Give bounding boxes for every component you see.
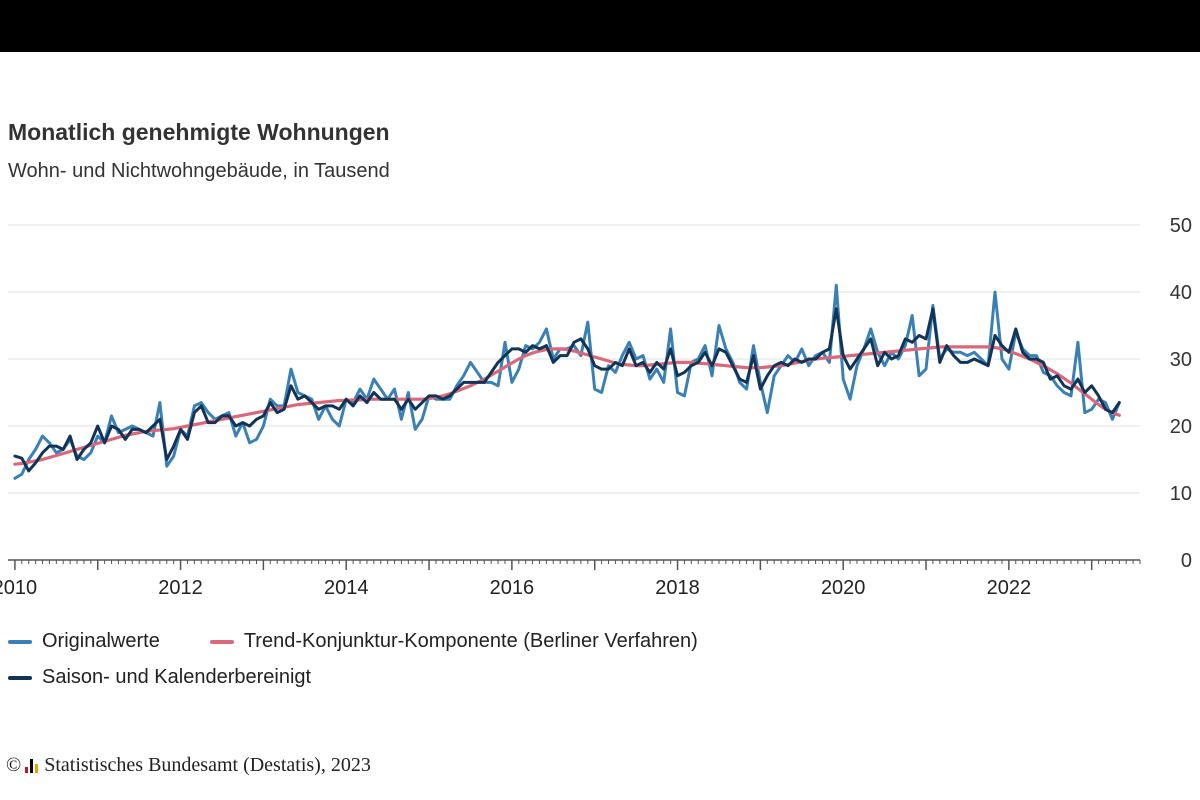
gridlines (8, 224, 1140, 494)
legend-swatch-trend (209, 639, 234, 644)
legend-item-saison: Saison- und Kalenderbereinigt (8, 666, 311, 689)
y-axis-ticks: 0 10 20 30 40 50 (1170, 215, 1192, 572)
series-line-saison (13, 307, 1121, 473)
x-tick-label: 2014 (324, 577, 369, 599)
y-tick-label: 20 (1170, 416, 1192, 438)
series-line-trend (13, 345, 1121, 466)
x-tick-label: 2020 (821, 577, 866, 599)
line-chart: 0 10 20 30 40 50 2010 2012 2014 2016 2018 2020 2022 (0, 215, 1192, 599)
legend-label-originalwerte: Originalwerte (42, 630, 160, 652)
legend-label-saison: Saison- und Kalenderbereinigt (42, 666, 312, 688)
chart-subtitle: Wohn- und Nichtwohngebäude, in Tausend (8, 160, 390, 182)
x-tick-label: 2022 (987, 577, 1032, 599)
legend-swatch-originalwerte (8, 639, 32, 644)
legend-label-trend: Trend-Konjunktur-Komponente (Berliner Ve… (243, 630, 698, 652)
y-tick-label: 30 (1170, 349, 1192, 371)
y-tick-label: 50 (1170, 215, 1192, 237)
x-axis: 2010 2012 2014 2016 2018 2020 2022 (0, 559, 1141, 599)
series-line-originalwerte (13, 283, 1121, 480)
data-series (13, 283, 1121, 480)
y-tick-label: 0 (1181, 550, 1192, 572)
legend: Originalwerte Trend-Konjunktur-Komponent… (8, 630, 698, 653)
copyright-symbol: © (6, 754, 22, 776)
legend-item-trend: Trend-Konjunktur-Komponente (Berliner Ve… (209, 630, 698, 653)
x-tick-label: 2016 (490, 577, 535, 599)
top-black-bar (0, 0, 1200, 52)
chart-title: Monatlich genehmigte Wohnungen (8, 119, 390, 145)
destatis-logo-icon (25, 758, 39, 773)
source-note: © Statistisches Bundesamt (Destatis), 20… (6, 754, 371, 777)
legend-swatch-saison (8, 675, 32, 680)
x-tick-label: 2010 (0, 577, 37, 599)
x-tick-label: 2012 (158, 577, 203, 599)
y-tick-label: 10 (1170, 483, 1192, 505)
legend-item-originalwerte: Originalwerte (8, 630, 160, 653)
y-tick-label: 40 (1170, 282, 1192, 304)
source-text: Statistisches Bundesamt (Destatis), 2023 (44, 754, 371, 776)
x-tick-label: 2018 (655, 577, 700, 599)
legend-second-row: Saison- und Kalenderbereinigt (8, 666, 311, 689)
